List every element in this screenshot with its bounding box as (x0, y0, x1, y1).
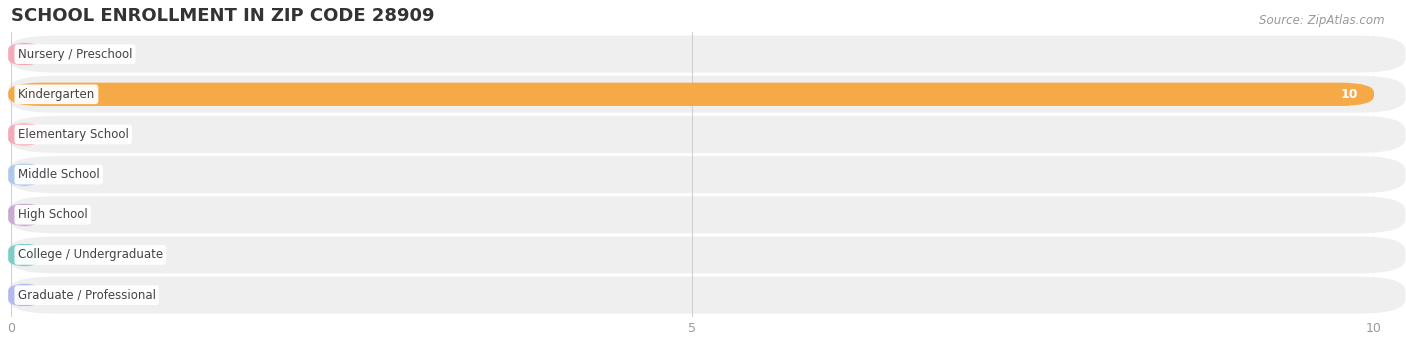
FancyBboxPatch shape (8, 277, 1406, 314)
FancyBboxPatch shape (8, 236, 1406, 273)
FancyBboxPatch shape (8, 203, 41, 226)
FancyBboxPatch shape (8, 163, 41, 186)
FancyBboxPatch shape (8, 76, 1406, 113)
Text: Kindergarten: Kindergarten (18, 88, 96, 101)
FancyBboxPatch shape (8, 116, 1406, 153)
Text: Elementary School: Elementary School (18, 128, 128, 141)
Text: 0: 0 (55, 48, 62, 61)
FancyBboxPatch shape (8, 243, 41, 267)
Text: 10: 10 (1340, 88, 1358, 101)
Text: SCHOOL ENROLLMENT IN ZIP CODE 28909: SCHOOL ENROLLMENT IN ZIP CODE 28909 (11, 7, 434, 25)
FancyBboxPatch shape (8, 156, 1406, 193)
Text: 0: 0 (55, 168, 62, 181)
Text: Source: ZipAtlas.com: Source: ZipAtlas.com (1260, 14, 1385, 27)
FancyBboxPatch shape (8, 123, 41, 146)
Text: 0: 0 (55, 208, 62, 221)
Text: Middle School: Middle School (18, 168, 100, 181)
Text: College / Undergraduate: College / Undergraduate (18, 248, 163, 261)
Text: Nursery / Preschool: Nursery / Preschool (18, 48, 132, 61)
Text: Graduate / Professional: Graduate / Professional (18, 289, 156, 302)
FancyBboxPatch shape (8, 196, 1406, 233)
Text: High School: High School (18, 208, 87, 221)
FancyBboxPatch shape (8, 284, 41, 307)
FancyBboxPatch shape (8, 42, 41, 66)
FancyBboxPatch shape (8, 83, 1374, 106)
Text: 0: 0 (55, 128, 62, 141)
FancyBboxPatch shape (8, 36, 1406, 73)
Text: 0: 0 (55, 248, 62, 261)
Text: 0: 0 (55, 289, 62, 302)
